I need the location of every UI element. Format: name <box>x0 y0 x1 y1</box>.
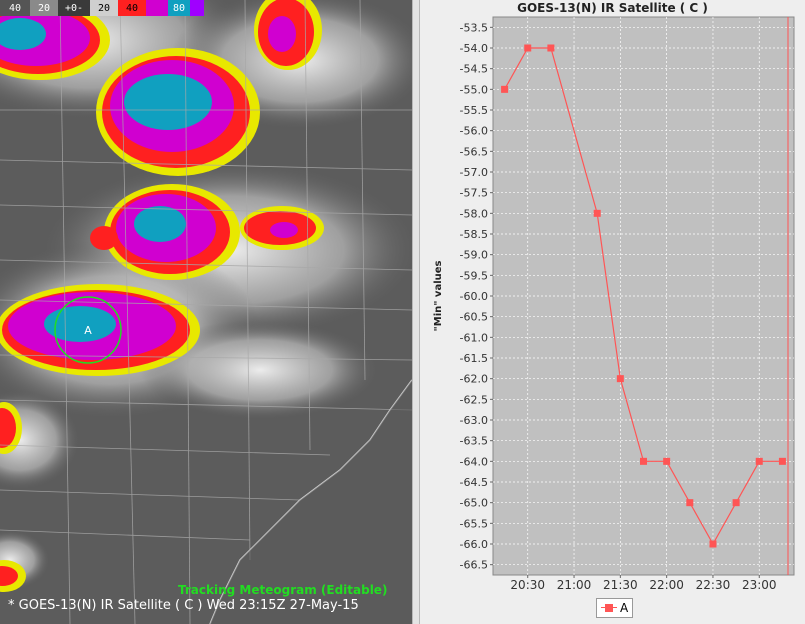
y-tick-label: -65.0 <box>460 497 488 510</box>
data-point[interactable] <box>732 499 740 507</box>
x-tick-label: 22:30 <box>696 578 731 592</box>
colorbar-segment: 40 <box>118 0 146 16</box>
y-tick-label: -55.5 <box>460 104 488 117</box>
meteogram-chart: -53.5 -54.0 -54.5 -55.0 -55.5 -56.0 -56.5 -57.0… <box>433 16 795 592</box>
satellite-image-pane[interactable]: A 40 20 +0- 20 40 80 Tracking Meteogram (Edit… <box>0 0 412 624</box>
x-tick-label: 22:00 <box>649 578 684 592</box>
x-tick-label: 23:00 <box>742 578 777 592</box>
y-tick-label: -59.0 <box>460 249 488 262</box>
data-point[interactable] <box>663 457 671 465</box>
y-tick-label: -57.5 <box>460 187 488 200</box>
colorbar-segment: +0- <box>58 0 90 16</box>
y-tick-label: -58.5 <box>460 228 488 241</box>
y-tick-label: -59.5 <box>460 269 488 282</box>
legend-swatch <box>601 603 617 613</box>
series-line <box>504 47 783 546</box>
y-tick-label: -57.0 <box>460 166 488 179</box>
data-point[interactable] <box>709 540 717 548</box>
data-point[interactable] <box>640 457 647 465</box>
y-tick-label: -61.5 <box>460 352 488 365</box>
data-point[interactable] <box>686 499 694 507</box>
color-scale-bar: 40 20 +0- 20 40 80 <box>0 0 204 16</box>
y-tick-label: -53.5 <box>460 21 488 34</box>
tracking-meteogram-label: Tracking Meteogram (Editable) <box>178 583 388 597</box>
data-point[interactable] <box>524 44 532 52</box>
y-axis-label: "Min" values <box>433 260 444 331</box>
y-tick-label: -60.0 <box>460 290 488 303</box>
y-tick-label: -62.0 <box>460 373 488 386</box>
y-tick-label: -62.5 <box>460 393 488 406</box>
storm-cell <box>0 0 110 80</box>
chart-legend: A <box>596 598 634 618</box>
y-tick-label: -60.5 <box>460 311 488 324</box>
colorbar-segment <box>190 0 204 16</box>
y-tick-label: -66.0 <box>460 538 488 551</box>
tracking-circle[interactable] <box>54 296 122 364</box>
y-tick-label: -65.5 <box>460 517 488 530</box>
colorbar-segment: 20 <box>30 0 58 16</box>
y-tick-label: -55.0 <box>460 83 488 96</box>
satellite-caption: * GOES-13(N) IR Satellite ( C ) Wed 23:1… <box>8 598 359 613</box>
y-tick-label: -64.0 <box>460 455 488 468</box>
data-point[interactable] <box>755 457 763 465</box>
data-point[interactable] <box>616 375 624 383</box>
y-tick-label: -54.5 <box>460 63 488 76</box>
x-tick-label: 20:30 <box>510 578 545 592</box>
y-tick-label: -64.5 <box>460 476 488 489</box>
colorbar-segment: 80 <box>168 0 190 16</box>
legend-label: A <box>620 601 629 615</box>
colorbar-segment: 20 <box>90 0 118 16</box>
track-marker-label: A <box>84 324 92 337</box>
y-tick-label: -61.0 <box>460 331 488 344</box>
colorbar-segment: 40 <box>0 0 30 16</box>
chart-title: GOES-13(N) IR Satellite ( C ) <box>517 1 708 15</box>
y-tick-label: -63.5 <box>460 435 488 448</box>
data-point[interactable] <box>778 457 786 465</box>
data-point[interactable] <box>501 85 509 93</box>
data-point[interactable] <box>593 209 601 217</box>
y-tick-label: -56.5 <box>460 145 488 158</box>
y-tick-label: -58.0 <box>460 207 488 220</box>
colorbar-segment <box>146 0 168 16</box>
y-tick-label: -54.0 <box>460 42 488 55</box>
y-tick-label: -56.0 <box>460 125 488 138</box>
plot-area <box>492 16 795 576</box>
x-tick-label: 21:00 <box>557 578 592 592</box>
x-tick-label: 21:30 <box>603 578 638 592</box>
meteogram-chart-pane: GOES-13(N) IR Satellite ( C ) -53.5 -54.0… <box>420 0 805 624</box>
y-tick-label: -66.5 <box>460 559 488 572</box>
split-pane-divider[interactable] <box>412 0 420 624</box>
y-tick-label: -63.0 <box>460 414 488 427</box>
data-point[interactable] <box>547 44 555 52</box>
satellite-imagery: A <box>0 0 412 624</box>
